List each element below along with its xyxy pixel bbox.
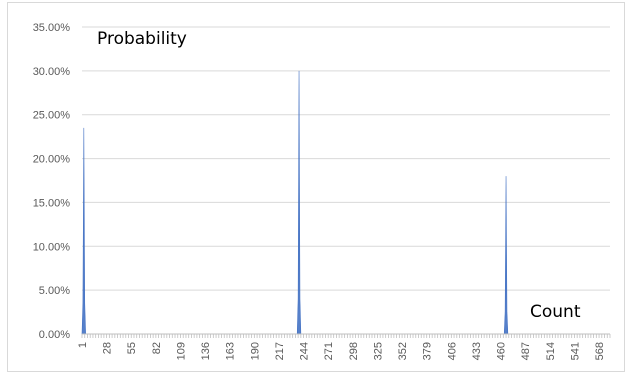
x-tick-label: 568	[594, 342, 606, 360]
x-tick-label: 136	[200, 342, 212, 360]
x-tick-label: 163	[225, 342, 237, 360]
x-tick-label: 433	[471, 342, 483, 360]
x-tick-label: 55	[126, 342, 138, 354]
x-tick-label: 109	[175, 342, 187, 360]
x-tick-label: 28	[102, 342, 114, 354]
x-axis	[81, 333, 611, 338]
x-tick-label: 487	[520, 342, 532, 360]
y-tick-label: 35.00%	[33, 22, 71, 34]
y-tick-label: 25.00%	[33, 110, 71, 122]
x-tick-label: 244	[299, 342, 311, 360]
x-tick-label: 352	[397, 342, 409, 360]
x-tick-label: 406	[446, 342, 458, 360]
x-tick-label: 514	[545, 342, 557, 360]
x-tick-label: 82	[151, 342, 163, 354]
data-spike	[503, 176, 509, 335]
x-tick-label: 379	[422, 342, 434, 360]
y-annotation: Probability	[97, 29, 187, 49]
y-tick-label: 5.00%	[39, 285, 70, 297]
x-tick-label: 541	[569, 342, 581, 360]
chart-area	[7, 2, 625, 372]
y-tick-label: 10.00%	[33, 241, 71, 253]
x-tick-label: 217	[274, 342, 286, 360]
y-axis-ticks: 0.00% 5.00% 10.00% 15.00% 20.00% 25.00% 30.00%…	[33, 22, 71, 341]
y-tick-label: 15.00%	[33, 197, 71, 209]
x-tick-label: 271	[323, 342, 335, 360]
x-axis-ticks: 1 28 55 82 109 136 163 190 217 244 271 298 325 352 379…	[77, 342, 606, 360]
x-tick-label: 190	[249, 342, 261, 360]
x-tick-label: 298	[348, 342, 360, 360]
x-tick-label: 1	[77, 342, 89, 348]
y-tick-label: 30.00%	[33, 66, 71, 78]
x-tick-label: 325	[372, 342, 384, 360]
x-tick-label: 460	[496, 342, 508, 360]
y-tick-label: 0.00%	[39, 329, 70, 341]
gridlines	[82, 26, 610, 291]
y-tick-label: 20.00%	[33, 154, 71, 166]
x-annotation: Count	[530, 302, 581, 322]
